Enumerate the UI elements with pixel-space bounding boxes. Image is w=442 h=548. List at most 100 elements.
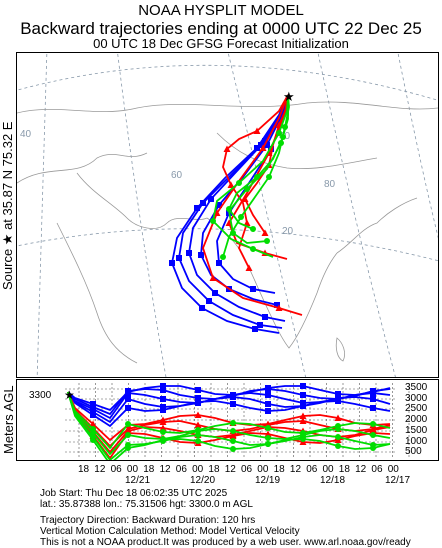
map-traj-marker-12-6 [238, 214, 244, 220]
trajectory-direction: Trajectory Direction: Backward Duration:… [40, 515, 256, 526]
height-traj-marker-9-12 [264, 430, 272, 437]
height-traj-marker-1-6 [160, 383, 166, 389]
height-xtick: 12 [355, 464, 367, 475]
height-xtick: 18 [273, 464, 285, 475]
height-traj-marker-9-10 [229, 432, 237, 439]
height-traj-marker-2-14 [300, 392, 306, 398]
lon-label-60: 60 [171, 170, 183, 181]
height-traj-marker-7-6 [159, 418, 167, 425]
map-traj-marker-5-6 [216, 260, 222, 266]
height-traj-marker-3-4 [125, 390, 131, 396]
map-traj-marker-6-6 [209, 274, 217, 281]
map-traj-marker-7-2 [253, 127, 261, 134]
height-traj-marker-1-8 [195, 387, 201, 393]
map-traj-marker-11-4 [244, 186, 250, 192]
height-ytick: 500 [405, 446, 422, 458]
border-north [16, 101, 439, 114]
height-xtick: 18 [78, 464, 90, 475]
lon-label-80: 80 [324, 179, 336, 190]
height-traj-marker-13-12 [265, 441, 271, 447]
height-traj-marker-6-16 [334, 414, 342, 421]
lon-line-40 [36, 47, 48, 384]
height-xtick: 00 [387, 464, 399, 475]
map-traj-line-3 [188, 94, 289, 322]
height-traj-marker-12-10 [230, 438, 236, 444]
height-date: 12/19 [255, 475, 281, 486]
height-ytick: 1500 [405, 424, 428, 436]
height-traj-marker-6-8 [194, 411, 202, 418]
height-traj-marker-13-10 [230, 446, 236, 452]
height-xtick: 12 [289, 464, 302, 475]
height-ylabel: Meters AGL [1, 385, 16, 454]
height-traj-marker-11-10 [230, 428, 236, 434]
height-traj-marker-12-8 [195, 432, 201, 438]
height-xtick: 06 [175, 464, 187, 475]
map-traj-marker-11-8 [264, 238, 270, 244]
map-traj-marker-10-2 [276, 130, 282, 136]
map-traj-marker-3-8 [212, 290, 218, 296]
height-traj-marker-3-18 [370, 390, 376, 396]
lat-line-40 [6, 64, 442, 102]
height-traj-marker-5-18 [370, 405, 376, 411]
height-traj-marker-5-16 [335, 398, 341, 404]
height-source-star-icon: ★ [64, 388, 75, 402]
vertical-motion: Vertical Motion Calculation Method: Mode… [40, 526, 300, 537]
map-traj-marker-13-2 [280, 134, 286, 140]
height-traj-marker-10-6 [160, 429, 166, 435]
map-traj-marker-7-6 [227, 181, 235, 188]
model-name: NOAA HYSPLIT MODEL [138, 2, 304, 19]
height-traj-marker-11-18 [370, 432, 376, 438]
height-traj-marker-2-12 [265, 386, 271, 392]
height-traj-line-6 [67, 391, 391, 442]
height-traj-marker-4-10 [230, 394, 236, 400]
height-traj-marker-13-16 [335, 443, 341, 449]
height-ytick: 3000 [405, 392, 428, 404]
map-traj-marker-10-4 [236, 180, 242, 186]
height-traj-marker-10-4 [125, 421, 131, 427]
map-traj-line-10 [212, 94, 289, 258]
height-traj-marker-12-16 [335, 434, 341, 440]
map-trajectories [169, 94, 303, 334]
lon-line-60 [116, 47, 168, 384]
height-traj-marker-4-18 [370, 396, 376, 402]
map-traj-marker-1-4 [194, 205, 200, 211]
height-traj-marker-5-4 [125, 405, 131, 411]
height-traj-marker-10-12 [265, 425, 271, 431]
source-star-icon: ★ [283, 89, 295, 104]
height-ytick: 3500 [405, 382, 428, 393]
map-traj-line-7 [222, 94, 289, 269]
height-traj-marker-2-6 [160, 387, 166, 393]
height-traj-marker-13-2 [90, 437, 96, 443]
map-traj-marker-9-8 [261, 229, 269, 236]
coast-caspian [16, 152, 148, 184]
job-start: Job Start: Thu Dec 18 06:02:35 UTC 2025 [40, 488, 228, 499]
map-traj-marker-12-4 [266, 174, 272, 180]
map-traj-marker-10-8 [250, 246, 256, 252]
job-location: lat.: 35.87388 lon.: 75.31506 hgt: 3300.… [40, 499, 253, 510]
map-traj-marker-1-6 [169, 260, 175, 266]
height-traj-marker-3-6 [160, 396, 166, 402]
lon-line-90 [396, 47, 442, 254]
height-traj-marker-5-10 [230, 401, 236, 407]
map-traj-marker-5-8 [250, 286, 256, 292]
map-traj-marker-3-2 [262, 138, 268, 144]
coast-red-sea [56, 222, 138, 364]
height-ytick: 1000 [405, 435, 428, 447]
map-canvas: 40 60 80 40 20 ★ [6, 47, 442, 384]
height-traj-marker-5-6 [160, 407, 166, 413]
map-traj-marker-9-6 [241, 195, 249, 202]
height-traj-line-11 [67, 391, 391, 456]
map-traj-line-6 [202, 94, 303, 316]
map-traj-marker-2-6 [176, 255, 182, 261]
height-traj-marker-13-6 [160, 437, 166, 443]
height-canvas: ★ [64, 383, 410, 466]
chart-title: Backward trajectories ending at 0000 UTC… [20, 19, 422, 38]
map-traj-line-4 [200, 94, 289, 306]
coast-srilanka [335, 337, 345, 362]
height-traj-line-10 [67, 391, 391, 450]
height-xtick: 06 [110, 464, 122, 475]
height-xtick: 00 [192, 464, 204, 475]
border-himalaya [216, 132, 378, 169]
map-traj-marker-1-10 [252, 326, 258, 332]
map-traj-marker-2-8 [206, 298, 212, 304]
